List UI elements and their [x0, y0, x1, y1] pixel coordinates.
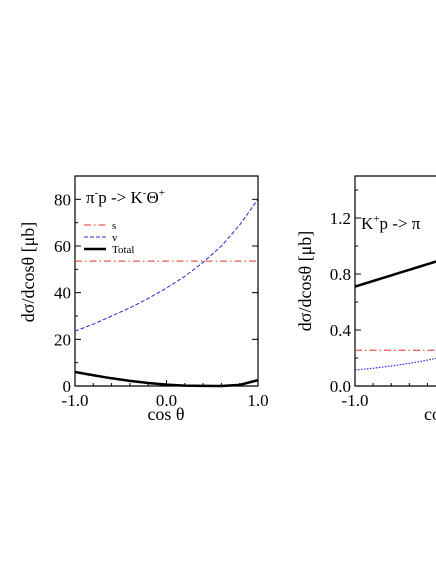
y-tick-label: 40	[54, 284, 71, 303]
x-tick-label: 0.0	[156, 391, 177, 410]
title-right-sup-plus: +	[373, 213, 379, 225]
legend-label-v: v	[112, 232, 118, 244]
y-axis-label-left: dσ/dcosθ [μb]	[18, 222, 38, 322]
title-left-part-pi: π	[86, 188, 95, 207]
chart-title-right: K+p -> π	[361, 213, 421, 233]
chart-panel-right: -1.00 0.0 0.4 0.8 1.2 K+p -> π co dσ/dcosθ …	[295, 175, 436, 424]
plot-area-left	[74, 175, 259, 387]
chart-title-left: π-p -> K-Θ+	[86, 187, 165, 207]
series-line-series-2	[355, 357, 436, 371]
title-right-part-k: K	[361, 214, 374, 233]
y-tick-label: 60	[54, 237, 71, 256]
y-tick-label: 20	[54, 330, 71, 349]
y-axis-label-right: dσ/dcosθ [μb]	[295, 231, 315, 331]
y-tick-label: 1.2	[330, 209, 351, 228]
y-tick-label: 80	[54, 190, 71, 209]
xticks-left: -1.0 0.0 1.0	[62, 380, 269, 410]
x-tick-label: 1.0	[247, 391, 268, 410]
plot-frame-right	[354, 175, 436, 387]
title-left-sup-minus2: -	[143, 187, 147, 199]
title-left-sup-minus: -	[95, 187, 99, 199]
y-tick-label: 0	[63, 377, 72, 396]
legend-label-s: s	[112, 220, 116, 232]
x-axis-label-right: co	[424, 404, 436, 424]
yticks-left: 0 20 40 60 80	[54, 190, 258, 396]
plot-frame-left	[74, 175, 259, 387]
x-tick-label: -1.0	[342, 391, 369, 410]
xticks-right: -1.00	[342, 380, 428, 410]
series-group-right	[355, 260, 436, 371]
y-tick-label: 0.0	[330, 377, 351, 396]
x-tick-label: -1.0	[62, 391, 89, 410]
legend-label-total: Total	[112, 244, 134, 256]
series-group-left	[74, 199, 259, 388]
yticks-right: 0.0 0.4 0.8 1.2	[330, 189, 361, 396]
title-left-part-p: p -> K	[98, 188, 143, 207]
plot-area-right	[354, 175, 436, 387]
title-left-sup-plus: +	[159, 187, 165, 199]
title-left-part-theta: Θ	[146, 188, 158, 207]
x-axis-label-left: cos θ	[147, 404, 184, 424]
series-line-series-0	[355, 260, 436, 288]
y-tick-label: 0.8	[330, 265, 351, 284]
series-line-v	[74, 199, 259, 332]
y-tick-label: 0.4	[330, 321, 352, 340]
title-right-part-rest: p -> π	[380, 214, 421, 233]
